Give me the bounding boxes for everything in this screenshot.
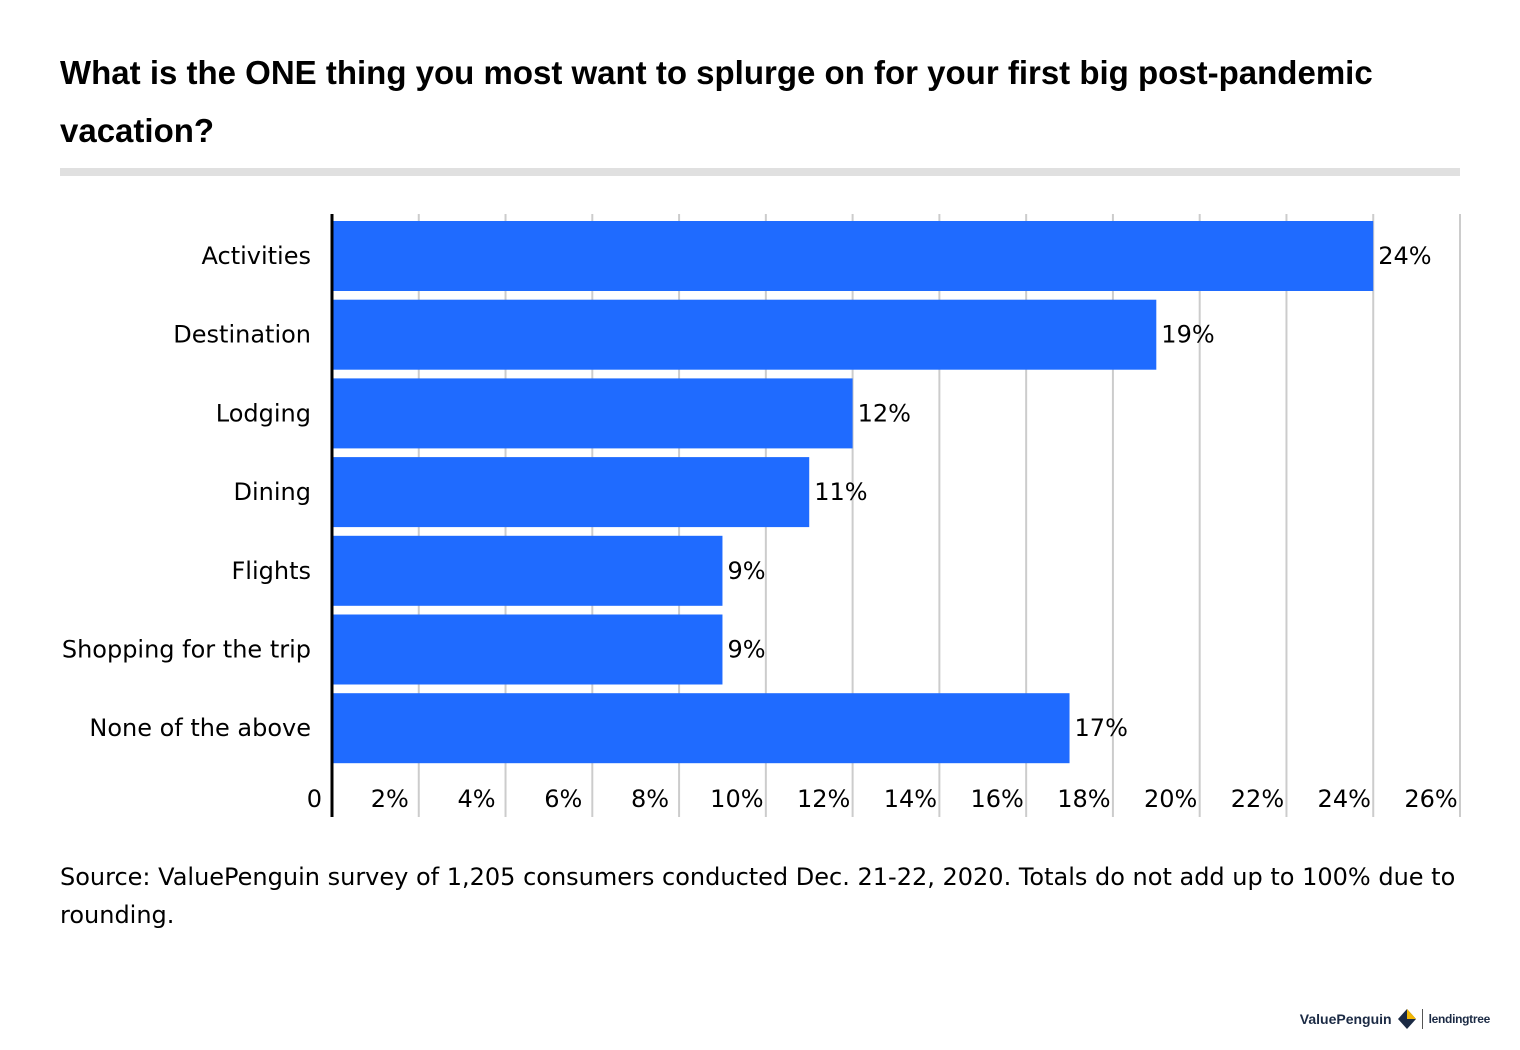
x-tick-label: 6% (544, 785, 582, 813)
category-label: None of the above (89, 714, 311, 742)
x-tick-label: 10% (710, 785, 763, 813)
category-label: Activities (202, 242, 312, 270)
bars (332, 221, 1374, 764)
x-tick-label: 20% (1144, 785, 1197, 813)
valuepenguin-logo-text: ValuePenguin (1299, 1011, 1392, 1027)
category-label: Destination (173, 321, 311, 349)
bar (332, 299, 1157, 370)
labels: 0 2% 4% 6% 8% 10% 12% 14% 16% 18% 20% 22% 24% 26% Acti… (62, 242, 1458, 813)
x-tick-label: 2% (371, 785, 409, 813)
value-label: 9% (727, 636, 765, 664)
penguin-icon (1397, 1009, 1416, 1029)
value-label: 19% (1161, 321, 1214, 349)
bar (332, 457, 810, 528)
x-tick-label: 8% (631, 785, 669, 813)
bar (332, 614, 723, 685)
source-note: Source: ValuePenguin survey of 1,205 con… (60, 863, 1456, 929)
x-tick-label: 26% (1404, 785, 1457, 813)
category-label: Dining (234, 478, 311, 506)
x-tick-label: 16% (970, 785, 1023, 813)
category-label: Lodging (216, 399, 311, 427)
value-label: 11% (814, 478, 867, 506)
category-label: Shopping for the trip (62, 636, 311, 664)
x-tick-label: 12% (797, 785, 850, 813)
x-tick-label: 24% (1318, 785, 1371, 813)
x-tick-label: 14% (884, 785, 937, 813)
title-divider (60, 168, 1460, 176)
x-tick-label: 18% (1057, 785, 1110, 813)
chart-title: What is the ONE thing you most want to s… (60, 54, 1373, 149)
value-label: 24% (1378, 242, 1431, 270)
lendingtree-logo-text: lendingtree (1428, 1012, 1491, 1026)
x-tick-label: 0 (307, 785, 322, 813)
logo-divider (1421, 1009, 1423, 1029)
category-label: Flights (232, 557, 312, 585)
bar-chart: 0 2% 4% 6% 8% 10% 12% 14% 16% 18% 20% 22% 24% 26% Acti… (62, 214, 1461, 817)
x-tick-label: 4% (457, 785, 495, 813)
bar (332, 535, 723, 606)
brand-logo: ValuePenguin lendingtree (1300, 1008, 1490, 1030)
bar (332, 693, 1070, 764)
value-label: 9% (727, 557, 765, 585)
value-label: 12% (858, 399, 911, 427)
bar (332, 221, 1374, 291)
bar (332, 378, 853, 449)
value-label: 17% (1075, 714, 1128, 742)
x-tick-label: 22% (1231, 785, 1284, 813)
